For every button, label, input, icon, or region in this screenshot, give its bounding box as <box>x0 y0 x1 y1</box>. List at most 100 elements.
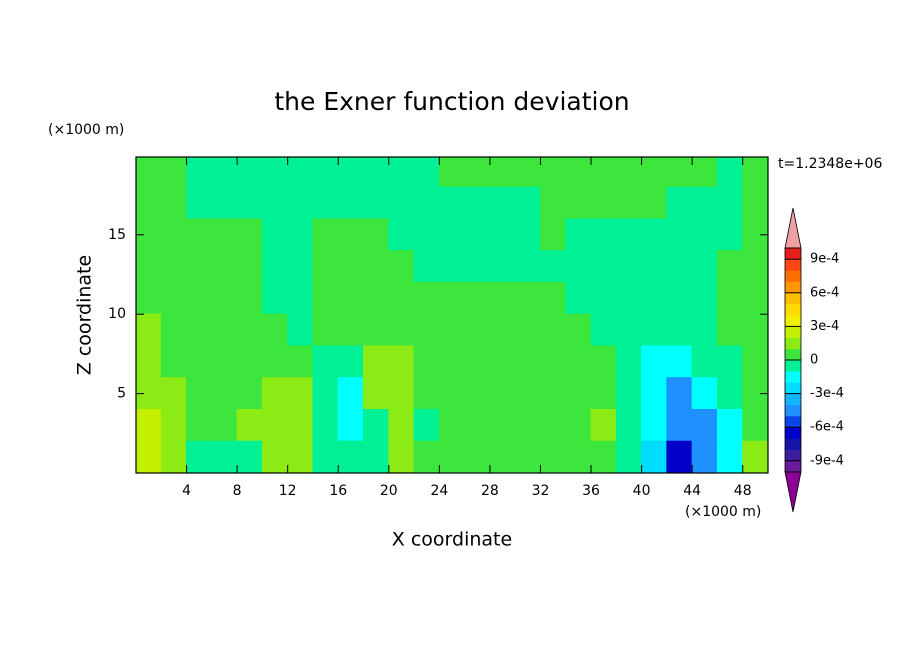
contour-cell <box>489 186 516 220</box>
x-tick-label: 20 <box>380 483 398 499</box>
contour-cell <box>160 186 188 220</box>
contour-cell <box>287 313 314 347</box>
contour-cell <box>742 250 768 283</box>
colorbar-bin <box>785 427 801 439</box>
contour-cell <box>716 250 744 283</box>
y-axis-label: Z coordinate <box>74 255 96 375</box>
contour-cell <box>514 345 541 379</box>
contour-cell <box>590 157 617 188</box>
contour-cell <box>464 218 491 252</box>
contour-cell <box>691 281 718 315</box>
contour-cell <box>388 440 415 473</box>
contour-cell <box>666 440 693 473</box>
contour-cell <box>312 281 339 315</box>
contour-cell <box>691 345 718 379</box>
contour-cell <box>464 281 491 315</box>
contour-cell <box>641 186 668 220</box>
y-tick-label: 10 <box>108 306 126 322</box>
contour-cell <box>236 313 263 347</box>
contour-cell <box>716 218 744 252</box>
contour-cell <box>590 345 617 379</box>
colorbar-over <box>784 207 802 249</box>
contour-cell <box>287 377 314 410</box>
contour-cell <box>565 377 592 410</box>
contour-cell <box>236 218 263 252</box>
contour-cell <box>438 345 466 379</box>
colorbar-under <box>784 471 802 513</box>
contour-cell <box>464 250 491 283</box>
contour-cell <box>312 250 339 283</box>
contour-cell <box>590 440 617 473</box>
contour-cell <box>742 408 768 442</box>
colorbar-bin <box>785 326 801 338</box>
contour-cell <box>438 218 466 252</box>
colorbar-bin <box>785 304 801 316</box>
colorbar-bin <box>785 404 801 417</box>
contour-cell <box>287 440 314 473</box>
contour-cell <box>615 408 643 442</box>
y-unit: (×1000 m) <box>48 122 124 138</box>
contour-cell <box>716 157 744 188</box>
contour-cell <box>615 345 643 379</box>
colorbar-bin <box>785 416 801 428</box>
contour-cell <box>565 440 592 473</box>
contour-cell <box>514 313 541 347</box>
contour-cell <box>464 313 491 347</box>
contour-cell <box>742 345 768 379</box>
contour-cell <box>489 218 516 252</box>
contour-cell <box>413 157 440 188</box>
contour-cell <box>514 377 541 410</box>
x-axis-label: X coordinate <box>392 529 512 551</box>
contour-cell <box>160 218 188 252</box>
contour-cell <box>337 218 365 252</box>
contour-cell <box>590 250 617 283</box>
contour-cell <box>312 186 339 220</box>
contour-cell <box>261 408 289 442</box>
contour-cell <box>211 218 238 252</box>
contour-cell <box>565 345 592 379</box>
contour-cell <box>742 281 768 315</box>
colorbar-label: 3e-4 <box>810 319 839 334</box>
contour-cell <box>363 345 390 379</box>
contour-cell <box>666 408 693 442</box>
contour-cell <box>489 345 516 379</box>
contour-cell <box>615 377 643 410</box>
contour-cell <box>388 281 415 315</box>
contour-cell <box>388 186 415 220</box>
contour-cell <box>666 157 693 188</box>
contour-cell <box>312 377 339 410</box>
contour-cell <box>186 186 213 220</box>
contour-cell <box>236 408 263 442</box>
contour-cell <box>565 313 592 347</box>
contour-cell <box>261 345 289 379</box>
contour-cell <box>337 313 365 347</box>
contour-cell <box>287 218 314 252</box>
contour-cell <box>691 157 718 188</box>
x-tick-label: 44 <box>683 483 701 499</box>
contour-cell <box>691 377 718 410</box>
contour-cell <box>136 281 162 315</box>
colorbar-bin <box>785 337 801 350</box>
contour-cell <box>742 440 768 473</box>
contour-cell <box>666 218 693 252</box>
contour-cell <box>160 250 188 283</box>
contour-cell <box>312 345 339 379</box>
contour-cell <box>641 440 668 473</box>
x-tick-label: 36 <box>582 483 600 499</box>
contour-cell <box>514 186 541 220</box>
contour-cell <box>565 186 592 220</box>
contour-cell <box>716 377 744 410</box>
contour-cell <box>641 250 668 283</box>
colorbar-bin <box>785 360 801 372</box>
contour-cell <box>716 313 744 347</box>
x-tick-label: 12 <box>279 483 297 499</box>
contour-cell <box>716 408 744 442</box>
contour-cell <box>236 345 263 379</box>
contour-cell <box>287 157 314 188</box>
contour-cell <box>641 281 668 315</box>
contour-cell <box>438 377 466 410</box>
contour-cell <box>413 313 440 347</box>
contour-cell <box>666 250 693 283</box>
contour-cell <box>742 157 768 188</box>
contour-cell <box>641 377 668 410</box>
